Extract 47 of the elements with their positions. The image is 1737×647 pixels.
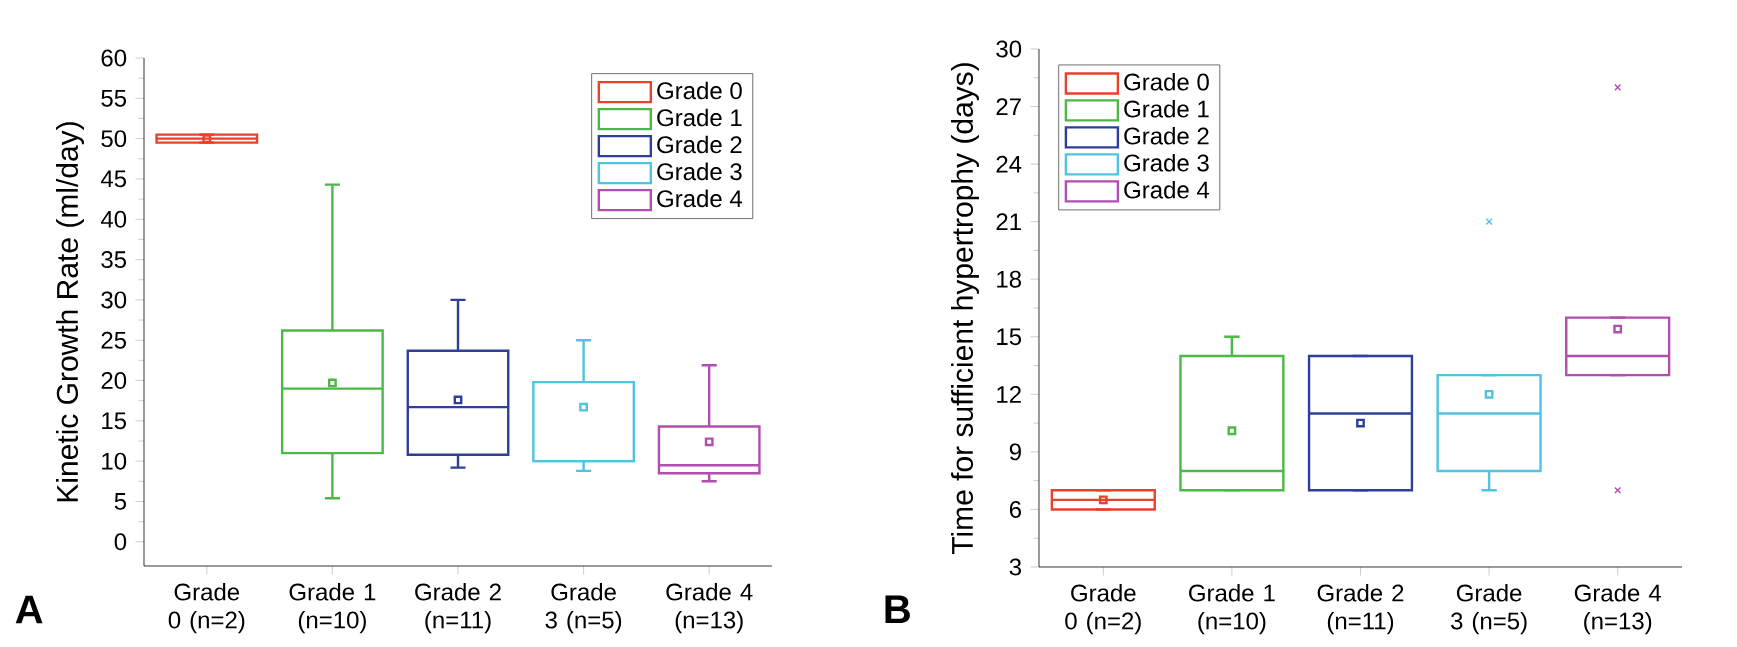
y-tick-label: 25 [101,331,127,349]
y-tick-label: 0 [114,533,127,551]
x-tick-label: Grade 2 (n=11) [1317,583,1404,635]
y-tick-label: 6 [1009,500,1022,518]
text: B [885,595,910,624]
y-tick-label: 27 [996,98,1021,115]
x-tick-label: Grade 1 (n=10) [289,582,376,634]
y-tick-label: 35 [101,251,127,269]
legend-label: Grade 2 [657,135,742,154]
y-tick-label: 15 [997,328,1022,346]
y-tick-label: 50 [101,130,127,148]
x-tick-label: Grade 1 (n=10) [1189,583,1275,635]
y-tick-label: 30 [996,40,1022,58]
y-tick-label: 60 [101,49,127,67]
y-tick-label: 5 [114,493,127,510]
legend-label: Grade 1 [1124,99,1209,118]
y-tick-label: 55 [101,89,127,107]
text: A [15,595,43,624]
y-tick-label: 24 [996,155,1022,173]
legend-label: Grade 0 [1124,72,1209,91]
x-tick-label: Grade 4 (n=13) [1574,583,1661,635]
y-tick-label: 45 [100,170,127,188]
y-tick-label: 18 [997,270,1022,288]
legend-label: Grade 4 [657,189,743,208]
legend-label: Grade 3 [657,162,742,181]
x-tick-label: Grade 0 (n=2) [1065,583,1141,635]
legend-label: Grade 1 [657,108,742,127]
y-tick-label: 30 [101,291,127,309]
x-tick-label: Grade 2 (n=11) [415,582,501,634]
legend-label: Grade 3 [1124,153,1209,172]
y-tick-label: 3 [1009,558,1022,576]
legend-label: Grade 2 [1124,126,1209,145]
x-tick-label: Grade 0 (n=2) [168,582,245,634]
y-tick-label: 40 [100,210,127,228]
x-tick-label: Grade 3 (n=5) [545,582,622,634]
x-tick-label: Grade 3 (n=5) [1450,583,1527,635]
legend-label: Grade 0 [657,81,742,100]
y-tick-label: 20 [101,372,127,390]
y-tick-label: 15 [102,412,127,430]
y-tick-label: 10 [102,452,127,470]
x-tick-label: Grade 4 (n=13) [666,582,753,634]
legend-label: Grade 4 [1124,180,1210,199]
y-axis-title: Kinetic Growth Rate (ml/day) [56,122,84,502]
y-tick-label: 9 [1009,443,1021,461]
y-tick-label: 12 [997,385,1021,403]
y-tick-label: 21 [996,213,1021,231]
y-axis-title: Time for sufficient hypertrophy (days) [951,63,979,555]
